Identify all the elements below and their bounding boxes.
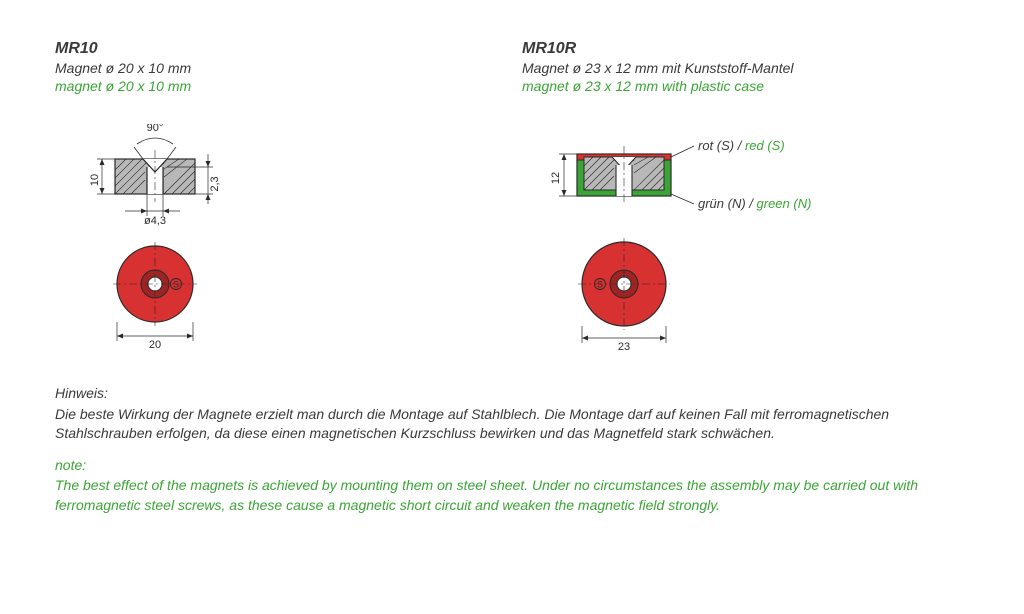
width-label: 20 (149, 339, 161, 351)
note-en-text: The best effect of the magnets is achiev… (55, 477, 918, 513)
s-marker: S (173, 280, 179, 290)
note-de-text: Die beste Wirkung der Magnete erzielt ma… (55, 406, 889, 442)
top-view-mr10r: S 23 (578, 238, 670, 353)
width-label-r: 23 (618, 341, 630, 353)
note-de-label: Hinweis: (55, 384, 969, 404)
section-view-mr10r: 12 (550, 146, 694, 204)
label-red-de: rot (S) / (698, 138, 741, 153)
label-green-en: green (N) (753, 196, 812, 211)
diagram-mr10: 90° 10 2,3 (55, 124, 502, 354)
angle-label: 90° (147, 124, 164, 134)
s-marker-r: S (597, 280, 603, 290)
diagram-mr10r: 12 S 23 (522, 124, 969, 354)
desc-de-mr10: Magnet ø 20 x 10 mm (55, 60, 502, 76)
height-label: 10 (89, 174, 101, 186)
col-mr10r: MR10R Magnet ø 23 x 12 mm mit Kunststoff… (522, 40, 969, 354)
col-mr10: MR10 Magnet ø 20 x 10 mm magnet ø 20 x 1… (55, 40, 502, 354)
hole-depth-label: 2,3 (209, 176, 221, 191)
desc-en-mr10: magnet ø 20 x 10 mm (55, 78, 502, 94)
label-red: rot (S) / red (S) (698, 138, 785, 153)
note-de: Hinweis: Die beste Wirkung der Magnete e… (55, 384, 969, 444)
note-en: note: The best effect of the magnets is … (55, 456, 969, 516)
height-label-r: 12 (550, 172, 562, 184)
label-green: grün (N) / green (N) (698, 196, 811, 211)
top-view-mr10: S 20 (113, 242, 197, 351)
desc-de-mr10r: Magnet ø 23 x 12 mm mit Kunststoff-Mante… (522, 60, 969, 76)
note-en-label: note: (55, 456, 969, 476)
product-columns: MR10 Magnet ø 20 x 10 mm magnet ø 20 x 1… (55, 40, 969, 354)
section-view-mr10: 90° 10 2,3 (89, 124, 221, 227)
desc-en-mr10r: magnet ø 23 x 12 mm with plastic case (522, 78, 969, 94)
hole-dia-label: ø4,3 (144, 215, 166, 227)
label-red-en: red (S) (741, 138, 784, 153)
title-mr10r: MR10R (522, 40, 969, 58)
label-green-de: grün (N) / (698, 196, 753, 211)
title-mr10: MR10 (55, 40, 502, 58)
